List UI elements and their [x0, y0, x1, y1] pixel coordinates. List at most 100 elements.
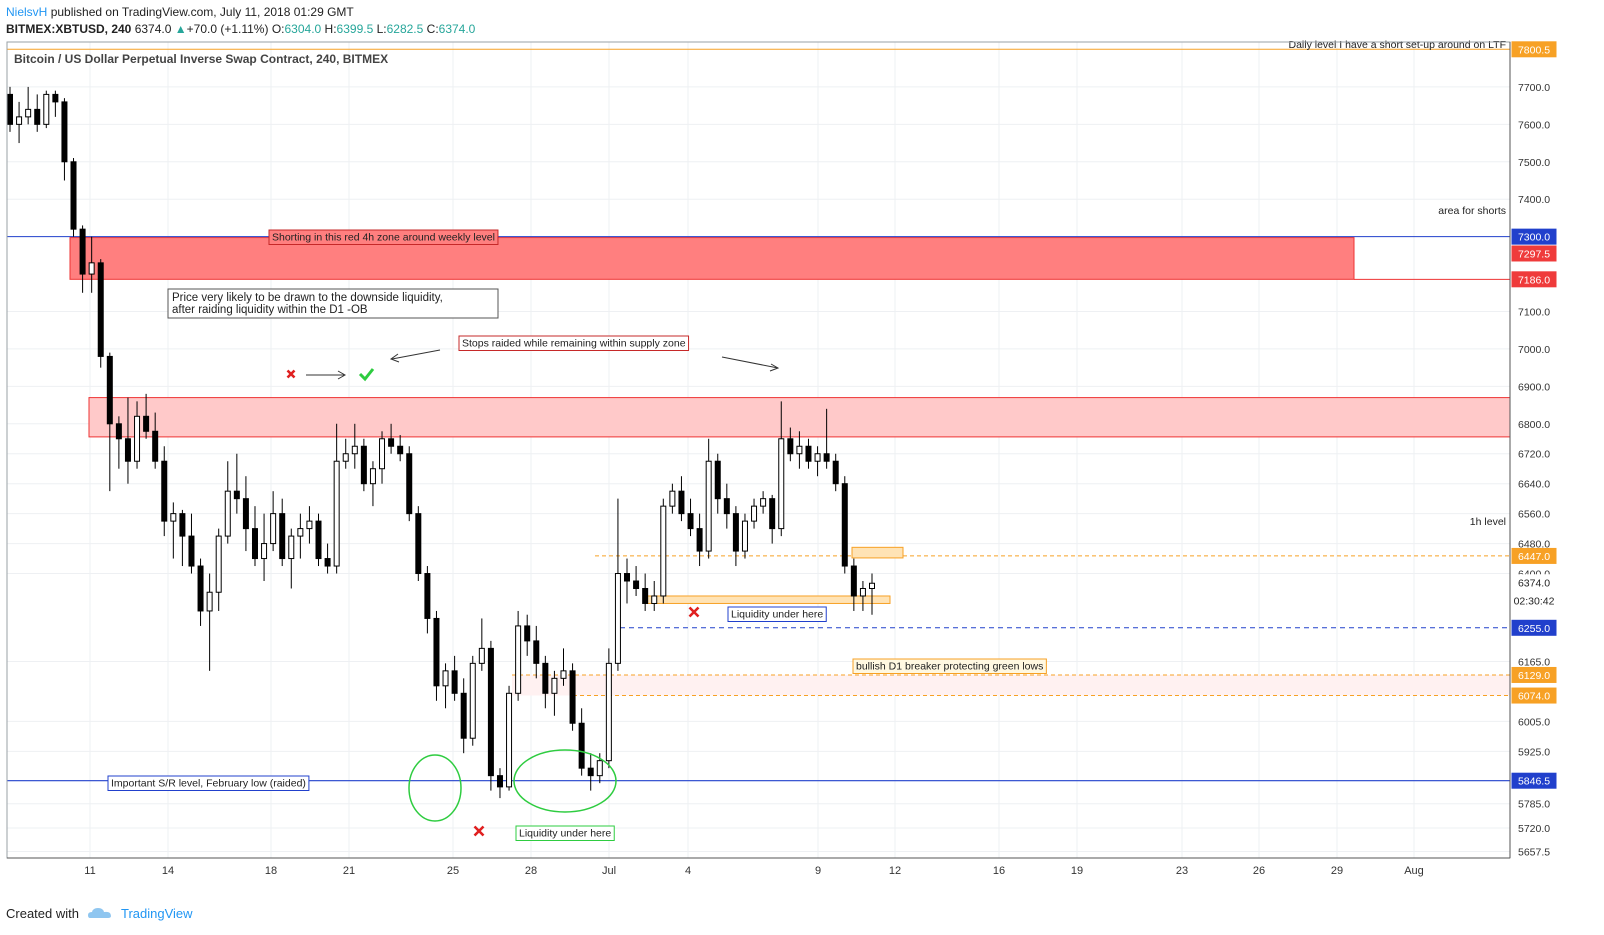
candle-body — [451, 670, 458, 694]
candle-body — [52, 93, 59, 103]
high-label: H: — [324, 22, 337, 36]
candle-body — [787, 438, 794, 455]
green-circle-right — [513, 749, 617, 813]
footer: Created with TradingView — [6, 905, 193, 921]
note-line-1: Price very likely to be drawn to the dow… — [172, 292, 443, 304]
candle-body — [506, 692, 513, 788]
y-tick-label: 6480.0 — [1518, 539, 1550, 551]
x-tick-label: 19 — [1071, 865, 1083, 877]
y-tick-label: 5720.0 — [1518, 823, 1550, 835]
high-value: 6399.5 — [336, 22, 374, 36]
candle-body — [206, 591, 213, 612]
y-tick-label: 5785.0 — [1518, 799, 1550, 811]
candle-body — [587, 767, 594, 777]
candle-body — [442, 670, 449, 687]
candle-body — [88, 262, 95, 275]
arrow-right-down-head — [769, 363, 780, 372]
publish-line: NielsvH published on TradingView.com, Ju… — [6, 4, 475, 21]
x-tick-label: 26 — [1253, 865, 1265, 877]
price-tag — [1511, 245, 1557, 262]
candle-body — [633, 580, 640, 589]
price-tag — [1511, 41, 1557, 58]
price-tag — [1511, 592, 1557, 609]
candle-body — [542, 662, 549, 694]
candle-body — [342, 453, 349, 462]
candle-body — [351, 445, 358, 455]
candle-body — [832, 460, 839, 485]
author-link[interactable]: NielsvH — [6, 5, 48, 19]
x-tick-label: Aug — [1404, 865, 1424, 877]
price-tag-label: 7300.0 — [1518, 232, 1550, 244]
y-tick-label: 6800.0 — [1518, 419, 1550, 431]
y-tick-label: 7600.0 — [1518, 119, 1550, 131]
candle-body — [578, 722, 585, 769]
price-tag — [1511, 772, 1557, 789]
candle-body — [188, 535, 195, 567]
y-tick-label: 6005.0 — [1518, 716, 1550, 728]
red-zone-label-box — [268, 229, 499, 245]
y-tick-label: 6640.0 — [1518, 479, 1550, 491]
open-value: 6304.0 — [284, 22, 322, 36]
candle-body — [678, 490, 685, 515]
candle-body — [16, 116, 23, 125]
candle-body — [687, 513, 694, 530]
axes-layer: 7700.0 7600.0 7500.0 7400.0 7100.0 7000.0 6900… — [6, 41, 1557, 877]
candle-body — [397, 445, 404, 455]
x-tick-label: 21 — [343, 865, 355, 877]
candle-body — [61, 101, 68, 163]
created-with-text: Created with — [6, 905, 79, 921]
candle-body — [433, 617, 440, 687]
candle-body — [34, 108, 41, 125]
y-tick-label: 5925.0 — [1518, 746, 1550, 758]
candle-body — [43, 93, 50, 125]
price-tag-label: 6074.0 — [1518, 691, 1550, 703]
price-tag — [1511, 687, 1557, 704]
candle-body — [551, 677, 558, 694]
candle-body — [115, 423, 122, 440]
area-for-shorts-label: area for shorts — [1438, 205, 1506, 217]
candle-body — [242, 498, 249, 530]
candle-body — [769, 498, 776, 530]
candle-body — [859, 587, 866, 597]
x-tick-label: 9 — [815, 865, 821, 877]
candle-body — [732, 513, 739, 552]
annotations-layer: Bitcoin / US Dollar Perpetual Inverse Sw… — [14, 39, 1506, 841]
candle-body — [251, 528, 258, 560]
price-tag-label: 6129.0 — [1518, 670, 1550, 682]
green-check-icon — [358, 368, 375, 382]
x-tick-label: 16 — [993, 865, 1005, 877]
candle-body — [324, 558, 331, 567]
candle-body — [524, 625, 531, 642]
breaker-zone — [512, 674, 1510, 696]
arrow-left-up — [391, 349, 441, 360]
x-tick-label: 14 — [162, 865, 174, 877]
daily-level-label: Daily level I have a short set-up around… — [1288, 39, 1506, 51]
supply-zone — [88, 397, 1511, 438]
x-tick-label: Jul — [602, 865, 616, 877]
candle-body — [515, 625, 522, 694]
candle-body — [651, 595, 658, 604]
candle-body — [297, 528, 304, 537]
tradingview-link[interactable]: TradingView — [120, 905, 193, 921]
candle-body — [778, 438, 785, 530]
tradingview-cloud-icon — [87, 908, 111, 918]
candle-body — [823, 453, 830, 462]
candle-body — [124, 438, 131, 462]
y-tick-label: 6720.0 — [1518, 449, 1550, 461]
price-tag-label: 6447.0 — [1518, 551, 1550, 563]
candle-body — [696, 528, 703, 552]
candle-body — [869, 582, 875, 589]
y-tick-label: 7700.0 — [1518, 82, 1550, 94]
candle-body — [723, 498, 730, 515]
y-tick-label: 5657.5 — [1518, 846, 1550, 858]
liquidity-right-label-box — [727, 606, 827, 622]
chart-title: Bitcoin / US Dollar Perpetual Inverse Sw… — [14, 52, 388, 66]
candle-body — [170, 513, 177, 522]
candle-body — [79, 228, 86, 275]
x-tick-label: 28 — [525, 865, 537, 877]
candle-body — [596, 760, 603, 777]
candle-body — [614, 573, 621, 664]
low-label: L: — [376, 22, 387, 36]
candle-body — [379, 438, 386, 470]
